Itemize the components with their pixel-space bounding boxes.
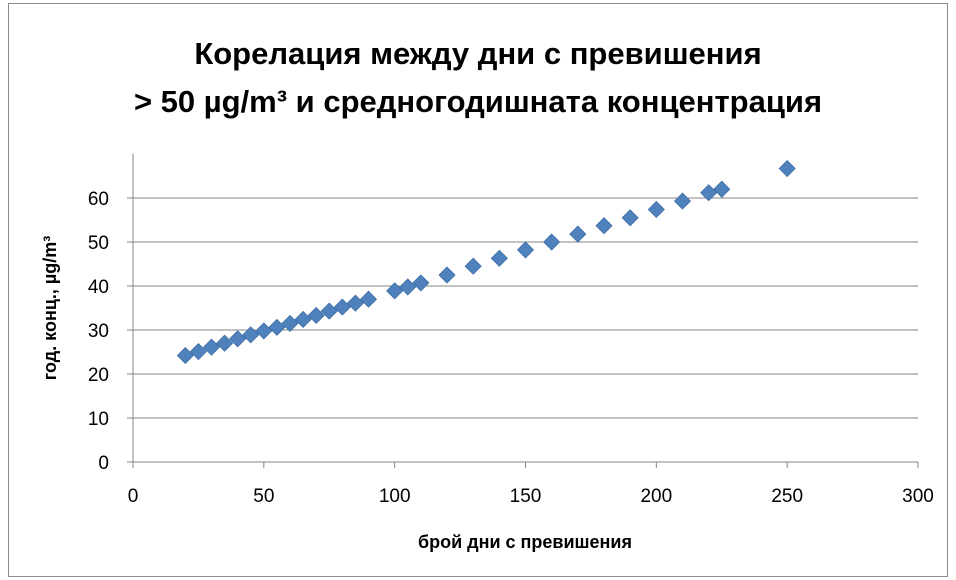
data-point [307,306,325,325]
axes [127,154,919,468]
data-point [464,257,482,275]
data-point [294,310,312,329]
chart-title-line-1: Корелация между дни с превишения [194,36,762,71]
data-point [281,314,299,332]
data-point [490,249,508,267]
data-point [242,326,260,344]
data-point [229,330,247,348]
data-point [268,318,286,336]
y-tick-label: 10 [88,409,109,430]
y-tick-label: 40 [88,277,109,298]
data-point [778,159,796,178]
data-point [569,225,587,243]
data-point [202,338,221,356]
data-point [438,266,456,284]
data-point [399,278,417,296]
data-point [176,346,194,365]
x-tick-label: 0 [128,486,139,507]
x-tick-label: 150 [510,486,542,507]
data-point [333,298,351,316]
data-point [713,180,731,198]
data-point [516,241,535,259]
data-point [189,342,207,361]
data-point [255,322,273,340]
x-tick-label: 300 [902,486,934,507]
data-point [216,334,234,352]
data-point [700,184,718,202]
y-tick-label: 50 [88,233,109,254]
y-tick-label: 20 [88,365,109,386]
data-point [346,294,364,312]
data-points [176,159,796,365]
x-tick-label: 200 [640,486,672,507]
x-axis-title: брой дни с превишения [418,532,632,552]
data-point [621,209,639,227]
data-point [386,282,404,300]
y-tick-label: 30 [88,321,109,342]
y-tick-label: 60 [88,189,109,210]
gridlines [133,197,918,419]
data-point [543,233,561,251]
x-tick-label: 50 [253,486,274,507]
data-point [412,274,430,292]
x-tick-label: 250 [771,486,803,507]
tick-labels: 0 10 20 30 40 50 60 0 50 100 150 200 250 300 [88,189,934,507]
y-axis-title: год. конц., µg/m³ [40,236,60,381]
y-tick-label: 0 [98,453,109,474]
chart-title-line-2: > 50 µg/m³ и средногодишната концентраци… [133,84,823,119]
data-point [320,302,338,320]
data-point [359,290,378,308]
data-point [647,200,665,219]
data-point [673,192,692,210]
data-point [595,217,613,235]
chart-frame [8,3,948,577]
x-tick-label: 100 [379,486,411,507]
